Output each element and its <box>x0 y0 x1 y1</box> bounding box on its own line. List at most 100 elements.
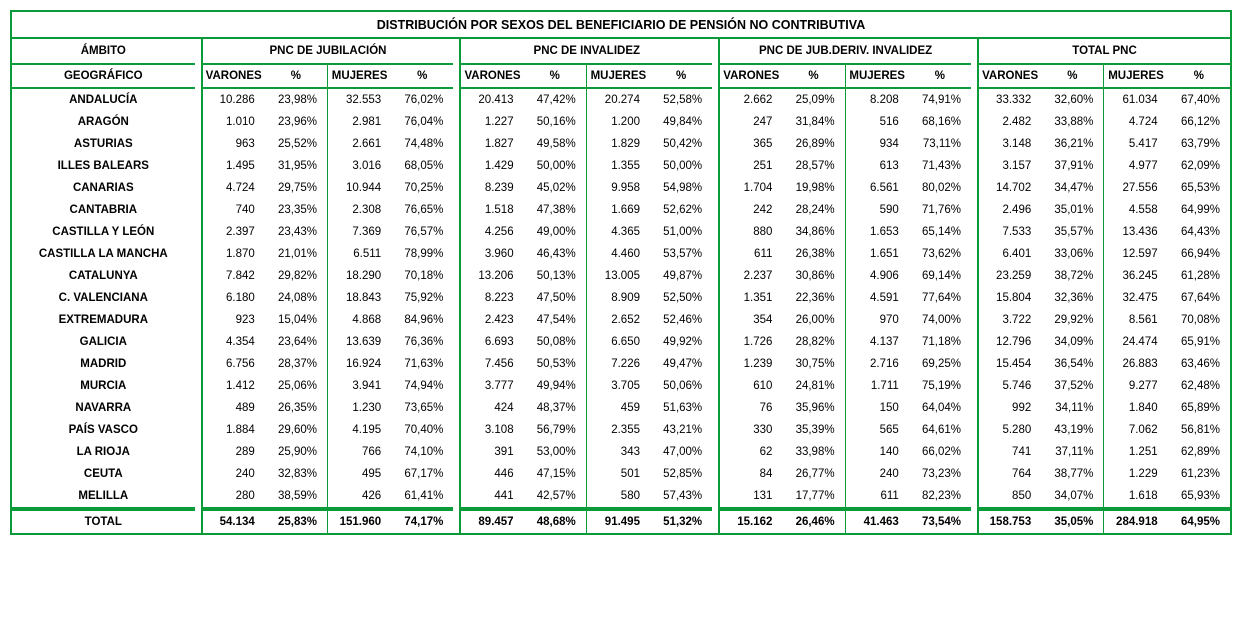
cell: 611 <box>718 243 782 265</box>
cell: 441 <box>459 485 523 509</box>
table-row: NAVARRA48926,35%1.23073,65%42448,37%4595… <box>12 397 1230 419</box>
cell: 13.206 <box>459 265 523 287</box>
cell: 22,36% <box>782 287 844 309</box>
cell: 391 <box>459 441 523 463</box>
cell: 741 <box>977 441 1041 463</box>
cell: 35,01% <box>1041 199 1103 221</box>
cell: 23,35% <box>265 199 327 221</box>
cell: 6.756 <box>201 353 265 375</box>
cell: 91.495 <box>586 509 650 533</box>
cell: 51,63% <box>650 397 712 419</box>
cell: 1.870 <box>201 243 265 265</box>
cell: 35,96% <box>782 397 844 419</box>
cell: 240 <box>201 463 265 485</box>
cell: 25,83% <box>265 509 327 533</box>
cell: 73,65% <box>391 397 453 419</box>
cell: 43,19% <box>1041 419 1103 441</box>
cell: 1.827 <box>459 133 523 155</box>
table-row: ASTURIAS96325,52%2.66174,48%1.82749,58%1… <box>12 133 1230 155</box>
cell: 47,50% <box>524 287 586 309</box>
cell: 140 <box>845 441 909 463</box>
cell: 32,60% <box>1041 89 1103 111</box>
cell: 28,24% <box>782 199 844 221</box>
cell: 1.351 <box>718 287 782 309</box>
table-row: MURCIA1.41225,06%3.94174,94%3.77749,94%3… <box>12 375 1230 397</box>
cell: 8.223 <box>459 287 523 309</box>
cell: 426 <box>327 485 391 509</box>
cell: 43,21% <box>650 419 712 441</box>
cell: 38,77% <box>1041 463 1103 485</box>
cell: 4.137 <box>845 331 909 353</box>
cell: 53,57% <box>650 243 712 265</box>
sub-pct: % <box>265 65 327 89</box>
cell: 47,38% <box>524 199 586 221</box>
cell: 7.456 <box>459 353 523 375</box>
cell: 4.906 <box>845 265 909 287</box>
cell: 10.286 <box>201 89 265 111</box>
geo-cell: CASTILLA LA MANCHA <box>12 243 195 265</box>
cell: 48,37% <box>524 397 586 419</box>
cell: 1.227 <box>459 111 523 133</box>
cell: 26,46% <box>782 509 844 533</box>
cell: 424 <box>459 397 523 419</box>
sub-mujeres: MUJERES <box>327 65 391 89</box>
cell: 84 <box>718 463 782 485</box>
cell: 26,89% <box>782 133 844 155</box>
cell: 31,95% <box>265 155 327 177</box>
cell: 64,04% <box>909 397 971 419</box>
group-header: PNC DE JUBILACIÓN <box>201 39 454 65</box>
cell: 27.556 <box>1103 177 1167 199</box>
cell: 52,62% <box>650 199 712 221</box>
cell: 15,04% <box>265 309 327 331</box>
cell: 4.724 <box>201 177 265 199</box>
cell: 6.650 <box>586 331 650 353</box>
cell: 158.753 <box>977 509 1041 533</box>
cell: 52,85% <box>650 463 712 485</box>
cell: 38,59% <box>265 485 327 509</box>
cell: 49,84% <box>650 111 712 133</box>
cell: 89.457 <box>459 509 523 533</box>
sub-pct: % <box>909 65 971 89</box>
cell: 28,82% <box>782 331 844 353</box>
group-header: TOTAL PNC <box>977 39 1230 65</box>
table-container: DISTRIBUCIÓN POR SEXOS DEL BENEFICIARIO … <box>10 10 1232 535</box>
cell: 501 <box>586 463 650 485</box>
cell: 30,75% <box>782 353 844 375</box>
cell: 7.842 <box>201 265 265 287</box>
cell: 76,57% <box>391 221 453 243</box>
cell: 65,93% <box>1168 485 1230 509</box>
cell: 963 <box>201 133 265 155</box>
sub-pct: % <box>650 65 712 89</box>
cell: 67,17% <box>391 463 453 485</box>
cell: 50,06% <box>650 375 712 397</box>
cell: 47,42% <box>524 89 586 111</box>
table-row: CANARIAS4.72429,75%10.94470,25%8.23945,0… <box>12 177 1230 199</box>
cell: 37,52% <box>1041 375 1103 397</box>
sub-pct: % <box>391 65 453 89</box>
cell: 71,43% <box>909 155 971 177</box>
cell: 6.693 <box>459 331 523 353</box>
cell: 36,21% <box>1041 133 1103 155</box>
cell: 3.108 <box>459 419 523 441</box>
table-row: LA RIOJA28925,90%76674,10%39153,00%34347… <box>12 441 1230 463</box>
cell: 47,00% <box>650 441 712 463</box>
cell: 2.716 <box>845 353 909 375</box>
cell: 25,09% <box>782 89 844 111</box>
cell: 6.561 <box>845 177 909 199</box>
group-header: PNC DE INVALIDEZ <box>459 39 712 65</box>
cell: 24.474 <box>1103 331 1167 353</box>
cell: 33,98% <box>782 441 844 463</box>
table-row: CATALUNYA7.84229,82%18.29070,18%13.20650… <box>12 265 1230 287</box>
cell: 33,06% <box>1041 243 1103 265</box>
cell: 8.208 <box>845 89 909 111</box>
cell: 2.423 <box>459 309 523 331</box>
cell: 131 <box>718 485 782 509</box>
sub-pct: % <box>524 65 586 89</box>
table-row: CEUTA24032,83%49567,17%44647,15%50152,85… <box>12 463 1230 485</box>
sub-varones: VARONES <box>201 65 265 89</box>
cell: 3.148 <box>977 133 1041 155</box>
cell: 73,11% <box>909 133 971 155</box>
cell: 38,72% <box>1041 265 1103 287</box>
cell: 36,54% <box>1041 353 1103 375</box>
geo-cell: CANARIAS <box>12 177 195 199</box>
